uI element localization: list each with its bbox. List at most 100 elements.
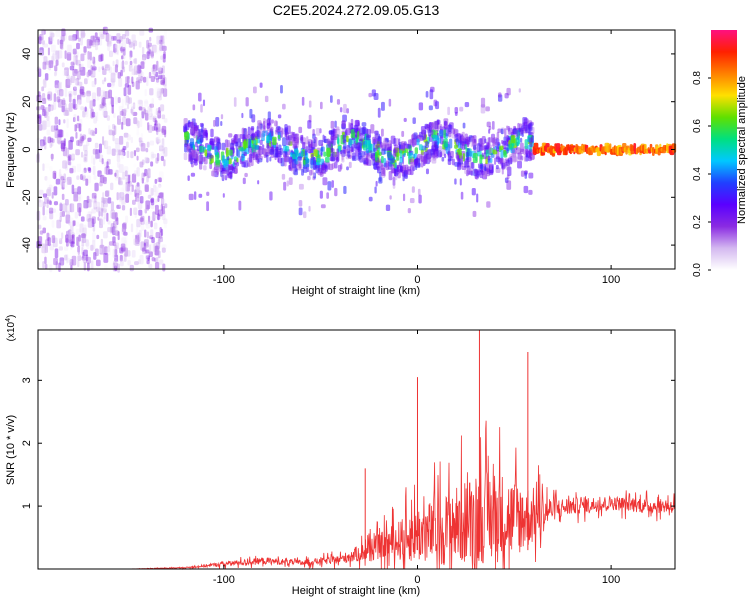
snr-y-tick-label: 1 (21, 503, 33, 509)
spectrogram-cell (63, 119, 66, 124)
spectrogram-cell (283, 157, 287, 167)
spectrogram-cell (265, 136, 270, 144)
spectrogram-cell (139, 30, 145, 36)
spectrogram-cell (154, 73, 157, 80)
spectrogram-cell (497, 94, 503, 102)
spectrogram-cell (133, 238, 138, 246)
spectrogram-cell (407, 166, 411, 172)
spectrogram-cell (287, 125, 291, 135)
spectrogram-cell (527, 156, 532, 162)
spectrogram-cell (94, 127, 98, 135)
spectrogram-cell (85, 239, 89, 247)
spectrogram-cell (339, 150, 343, 155)
spectrogram-cell (214, 164, 220, 170)
spectrogram-cell (156, 152, 160, 162)
spectrogram-y-tick-label: -20 (21, 189, 33, 205)
spectrogram-cell (70, 75, 76, 84)
spectrogram-cell (516, 147, 522, 152)
spectrogram-cell (158, 171, 164, 181)
spectrogram-cell (126, 141, 129, 148)
spectrogram-cell (136, 32, 140, 39)
spectrogram-cell (142, 247, 148, 253)
spectrogram-cell (70, 241, 75, 248)
spectrogram-cell (119, 259, 124, 267)
spectrogram-cell (159, 35, 165, 44)
spectrogram-cell (249, 153, 253, 163)
spectrogram-cell (82, 251, 85, 259)
spectrogram-cell (485, 106, 490, 112)
spectrogram-cell (124, 170, 128, 177)
spectrogram-cell (148, 71, 152, 79)
spectrogram-cell (136, 65, 142, 74)
spectrogram-cell (113, 225, 118, 234)
spectrogram-cell (121, 109, 127, 117)
spectrogram-cell (103, 231, 108, 239)
spectrogram-cell (464, 133, 468, 142)
spectrogram-cell (99, 247, 102, 254)
spectrogram-cell (73, 113, 77, 122)
spectrogram-cell (114, 64, 118, 73)
spectrogram-cell (47, 187, 52, 197)
spectrogram-cell (157, 248, 160, 254)
spectrogram-cell (486, 201, 491, 208)
spectrogram-cell (54, 71, 57, 77)
spectrogram-cell (374, 130, 379, 135)
spectrogram-cell (114, 172, 120, 181)
spectrogram-cell (58, 119, 61, 126)
spectrogram-cell (57, 140, 61, 145)
spectrogram-cell (221, 171, 226, 179)
spectrogram-cell (53, 201, 58, 206)
spectrogram-cell (125, 118, 131, 127)
spectrogram-cell (191, 120, 194, 127)
spectrogram-cell (118, 105, 124, 112)
spectrogram-cell (376, 149, 379, 156)
spectrogram-cell (149, 235, 154, 240)
spectrogram-cell (149, 201, 153, 208)
spectrogram-cell (92, 56, 96, 64)
spectrogram-cell (491, 121, 495, 130)
spectrogram-cell (154, 185, 160, 194)
spectrogram-cell (141, 247, 145, 252)
spectrogram-cell (232, 161, 235, 167)
spectrogram-cell (348, 161, 352, 169)
spectrogram-cell (146, 110, 150, 116)
spectrogram-cell (122, 184, 128, 192)
spectrogram-cell (466, 139, 470, 148)
spectrogram-cell (48, 207, 54, 214)
spectrogram-cell (101, 158, 104, 165)
spectrogram-cell (496, 145, 500, 152)
spectrogram-cell (160, 80, 165, 86)
spectrogram-cell (159, 231, 163, 239)
snr-x-tick-label: -100 (213, 574, 235, 586)
spectrogram-cell (160, 74, 166, 85)
spectrogram-cell (83, 199, 89, 209)
spectrogram-cell (235, 149, 239, 157)
spectrogram-cell (418, 162, 421, 168)
spectrogram-cell (84, 150, 88, 157)
spectrogram-cell (235, 141, 238, 151)
spectrogram-cell (139, 254, 144, 265)
spectrogram-cell (125, 193, 130, 203)
spectrogram-cell (87, 59, 91, 68)
spectrogram-cell (145, 200, 151, 210)
spectrogram-cell (142, 76, 147, 83)
spectrogram-cell (47, 136, 52, 144)
spectrogram-cell (86, 213, 91, 222)
spectrogram-cell (136, 125, 139, 136)
spectrogram-cell (127, 180, 132, 187)
spectrogram-cell (506, 180, 512, 190)
spectrogram-cell (119, 36, 123, 42)
spectrogram-cell (137, 232, 141, 242)
spectrogram-cell (516, 127, 519, 137)
spectrogram-cell (55, 50, 60, 60)
spectrogram-cell (370, 154, 374, 160)
spectrogram-cell (75, 221, 80, 227)
spectrogram-cell (326, 139, 331, 149)
spectrogram-cell (374, 186, 377, 194)
spectrogram-cell (412, 139, 417, 146)
spectrogram-cell (498, 92, 502, 98)
spectrogram-cell (150, 50, 154, 59)
spectrogram-cell (102, 197, 108, 203)
spectrogram-cell (104, 246, 108, 255)
spectrogram-cell (44, 61, 47, 66)
